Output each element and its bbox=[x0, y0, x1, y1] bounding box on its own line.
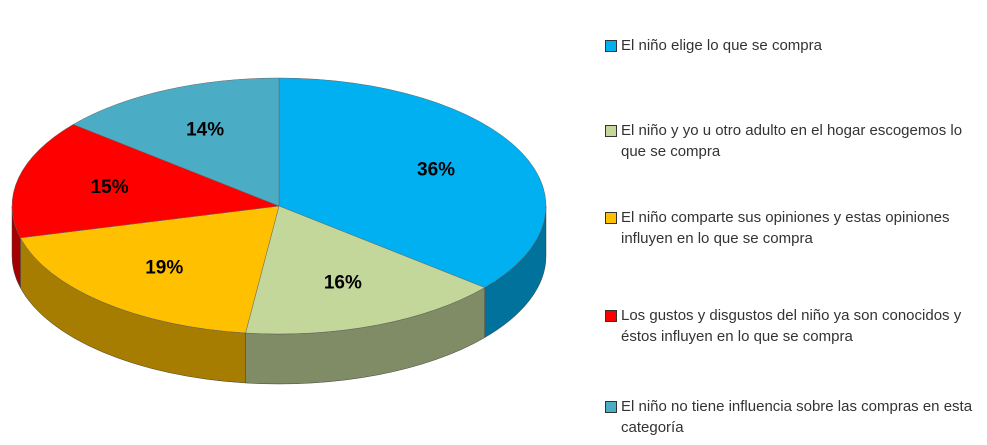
legend-entry: El niño no tiene influencia sobre las co… bbox=[605, 396, 983, 438]
data-label: 16% bbox=[324, 272, 362, 293]
data-label: 19% bbox=[145, 257, 183, 278]
legend-swatch bbox=[605, 125, 617, 137]
legend-swatch bbox=[605, 212, 617, 224]
legend-entry: El niño y yo u otro adulto en el hogar e… bbox=[605, 120, 983, 162]
slice-side-shade bbox=[12, 206, 21, 288]
data-label: 15% bbox=[91, 177, 129, 198]
legend-entry: El niño elige lo que se compra bbox=[605, 35, 983, 56]
legend-entry: Los gustos y disgustos del niño ya son c… bbox=[605, 305, 983, 347]
legend-entry: El niño comparte sus opiniones y estas o… bbox=[605, 207, 983, 249]
legend-label: El niño y yo u otro adulto en el hogar e… bbox=[621, 122, 963, 160]
slice bbox=[245, 205, 486, 335]
chart: 36% 16% 19% 15% 14% bbox=[11, 77, 547, 385]
legend-label: El niño elige lo que se compra bbox=[621, 37, 822, 54]
slice bbox=[72, 77, 280, 207]
legend-swatch bbox=[605, 40, 617, 52]
legend-swatch bbox=[605, 401, 617, 413]
slice-side-shade bbox=[484, 206, 546, 338]
legend-swatch bbox=[605, 310, 617, 322]
slice bbox=[278, 77, 547, 288]
slice bbox=[11, 124, 280, 239]
legend-label: Los gustos y disgustos del niño ya son c… bbox=[621, 307, 962, 345]
slice-side-shade bbox=[20, 237, 246, 383]
legend-label: El niño comparte sus opiniones y estas o… bbox=[621, 209, 950, 247]
data-label: 36% bbox=[417, 160, 455, 181]
slice-side-shade bbox=[245, 287, 485, 384]
legend-label: El niño no tiene influencia sobre las co… bbox=[621, 398, 973, 436]
slice bbox=[19, 205, 280, 334]
data-label: 14% bbox=[186, 120, 224, 141]
